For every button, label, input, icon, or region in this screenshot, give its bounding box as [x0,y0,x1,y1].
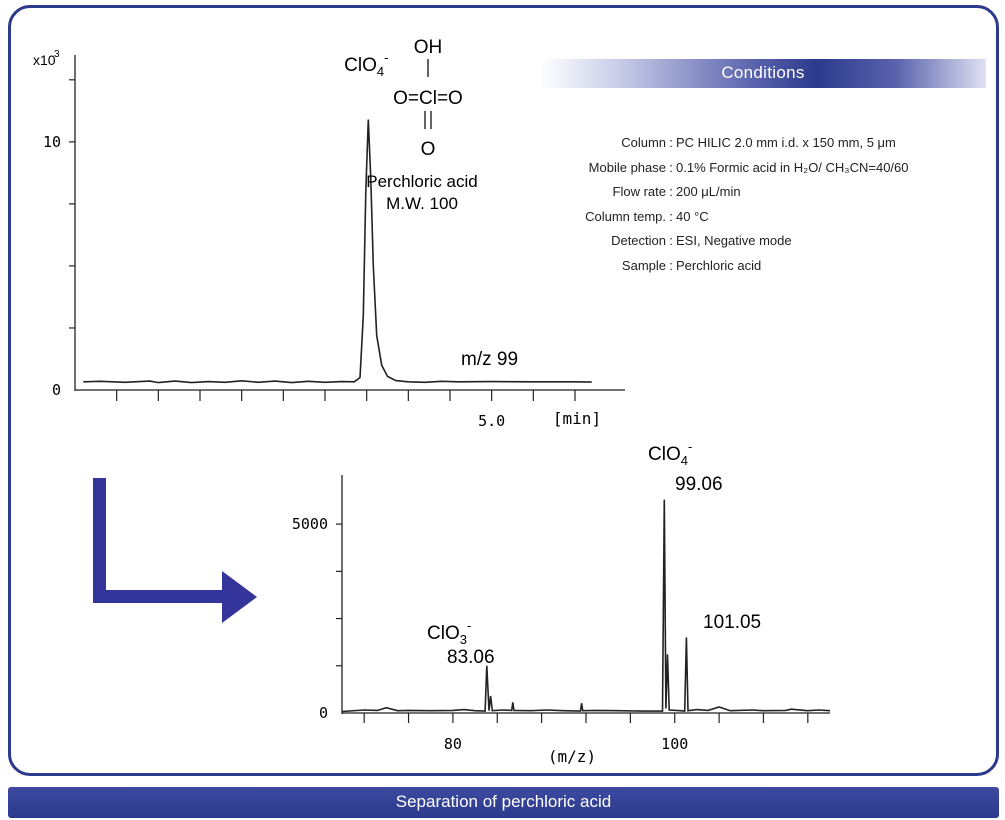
conditions-title: Conditions [721,63,805,82]
conditions-table: Column: PC HILIC 2.0 mm i.d. x 150 mm, 5 … [510,131,990,278]
condition-label: Detection [611,233,666,248]
perchloric-acid-structure: OH O=Cl=O O Perchloric acid M.W. 100 [366,37,478,213]
condition-label: Column temp. [585,208,666,224]
y-tick-label: 0 [52,381,61,399]
condition-label: Flow rate [612,184,666,199]
condition-separator: : [669,208,673,224]
y-tick-label: 5000 [292,515,328,533]
condition-value: PC HILIC 2.0 mm i.d. x 150 mm, 5 μm [676,135,896,150]
y-tick-label: 0 [319,704,328,722]
condition-label: Sample [621,257,666,273]
condition-row: Detection: ESI, Negative mode [510,229,990,254]
condition-separator: : [669,257,673,273]
x-tick-label: 5.0 [478,412,505,430]
condition-value: 0.1% Formic acid in H₂O/ CH₃CN=40/60 [676,159,909,175]
peak-label-clo4: ClO4- [344,50,388,79]
x-tick-label: 100 [661,735,688,753]
ms-peak-mz-label: 101.05 [703,612,761,633]
series-trace [341,499,831,713]
arrow-horizontal-bar [93,590,233,603]
y-multiplier-exponent: 3 [54,49,60,60]
arrow-vertical-bar [93,478,106,601]
condition-row: Column temp.:40 °C [510,205,990,230]
structure-middle-label: O=Cl=O [393,88,463,109]
condition-separator: : [669,159,673,175]
trace-label: m/z 99 [461,349,518,370]
condition-value: 200 μL/min [676,184,741,199]
x-axis-label: (m/z) [548,747,596,766]
condition-label: Column [621,135,666,150]
condition-row: Column: PC HILIC 2.0 mm i.d. x 150 mm, 5 … [510,131,990,156]
x-tick-label: 80 [444,735,462,753]
condition-value: Perchloric acid [676,257,762,273]
y-tick-label: 10 [43,133,61,151]
condition-row: Mobile phase:0.1% Formic acid in H₂O/ CH… [510,156,990,181]
structure-top-label: OH [414,37,443,58]
ms-peak-mz-label: 83.06 [447,647,495,668]
conditions-banner: Conditions [540,59,986,88]
condition-row: Flow rate:200 μL/min [510,180,990,205]
ms-peak-ion-label: ClO4- [648,439,692,468]
ms-peak-ion-label: ClO3- [427,618,471,647]
l-arrow [93,478,257,623]
condition-value: 40 °C [676,208,709,224]
arrow-head [222,571,257,623]
condition-separator: : [669,135,673,150]
series-trace [83,119,592,384]
condition-value: ESI, Negative mode [676,233,792,248]
condition-row: Sample: Perchloric acid [510,254,990,279]
molecular-weight: M.W. 100 [386,194,458,213]
caption-title: Separation of perchloric acid [395,792,612,811]
mass-spectrum-chart: 80 100 0 5000 (m/z) ClO4- 99.06 101.05 ClO3-83.0… [292,439,831,766]
structure-bottom-label: O [421,139,436,160]
condition-separator: : [669,233,673,248]
y-multiplier-label: x10 [33,52,56,68]
condition-label: Mobile phase [588,159,666,175]
compound-name: Perchloric acid [366,172,478,191]
ms-peak-mz-label: 99.06 [675,474,723,495]
x-axis-label: [min] [553,409,601,428]
caption-bar: Separation of perchloric acid [8,787,999,818]
condition-separator: : [669,184,673,199]
